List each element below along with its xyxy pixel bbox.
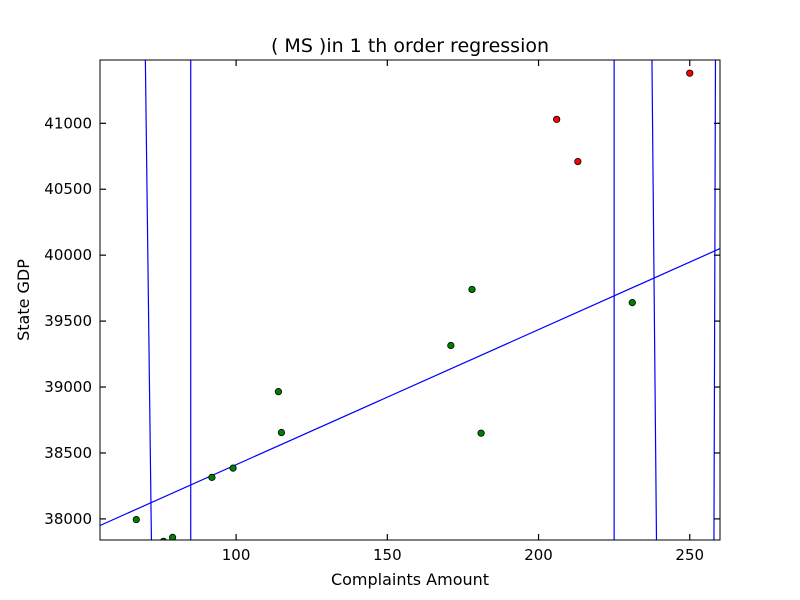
- x-tick-label: 150: [373, 546, 402, 564]
- y-tick-label: 41000: [44, 114, 92, 132]
- plot-layer: [100, 60, 720, 540]
- x-axis-label: Complaints Amount: [331, 570, 489, 589]
- y-axis-label: State GDP: [14, 259, 33, 341]
- y-tick-label: 39000: [44, 378, 92, 396]
- regression-line: [100, 248, 720, 527]
- curve-segment-3: [651, 60, 658, 540]
- chart-title: ( MS )in 1 th order regression: [271, 35, 549, 57]
- y-tick-label: 40500: [44, 180, 92, 198]
- data-point-s0-8: [468, 285, 476, 294]
- data-point-s0-7: [447, 341, 455, 350]
- y-tick-label: 40000: [44, 246, 92, 264]
- data-point-s0-5: [274, 388, 283, 396]
- curve-segment-0: [144, 60, 153, 540]
- data-point-s0-10: [628, 299, 636, 307]
- y-tick-label: 39500: [44, 312, 92, 330]
- data-point-s1-2: [686, 69, 694, 77]
- x-tick-label: 250: [675, 546, 704, 564]
- data-point-s0-3: [208, 473, 216, 481]
- tick-layer: 100 150 200 250 38000 38500 39000 39500 40000 405…: [44, 60, 720, 564]
- y-tick-label: 38000: [44, 510, 92, 528]
- x-tick-label: 100: [222, 546, 251, 564]
- x-tick-label: 200: [524, 546, 553, 564]
- curve-segment-4: [713, 60, 717, 540]
- data-point-s1-0: [553, 115, 561, 123]
- data-point-s0-0: [132, 515, 140, 524]
- y-tick-label: 38500: [44, 444, 92, 462]
- data-point-s0-6: [277, 428, 286, 437]
- data-point-s1-1: [574, 157, 582, 166]
- data-point-s0-9: [477, 429, 485, 437]
- data-point-s0-2: [168, 533, 177, 540]
- data-point-s0-4: [229, 464, 237, 472]
- plot-frame: [99, 59, 721, 541]
